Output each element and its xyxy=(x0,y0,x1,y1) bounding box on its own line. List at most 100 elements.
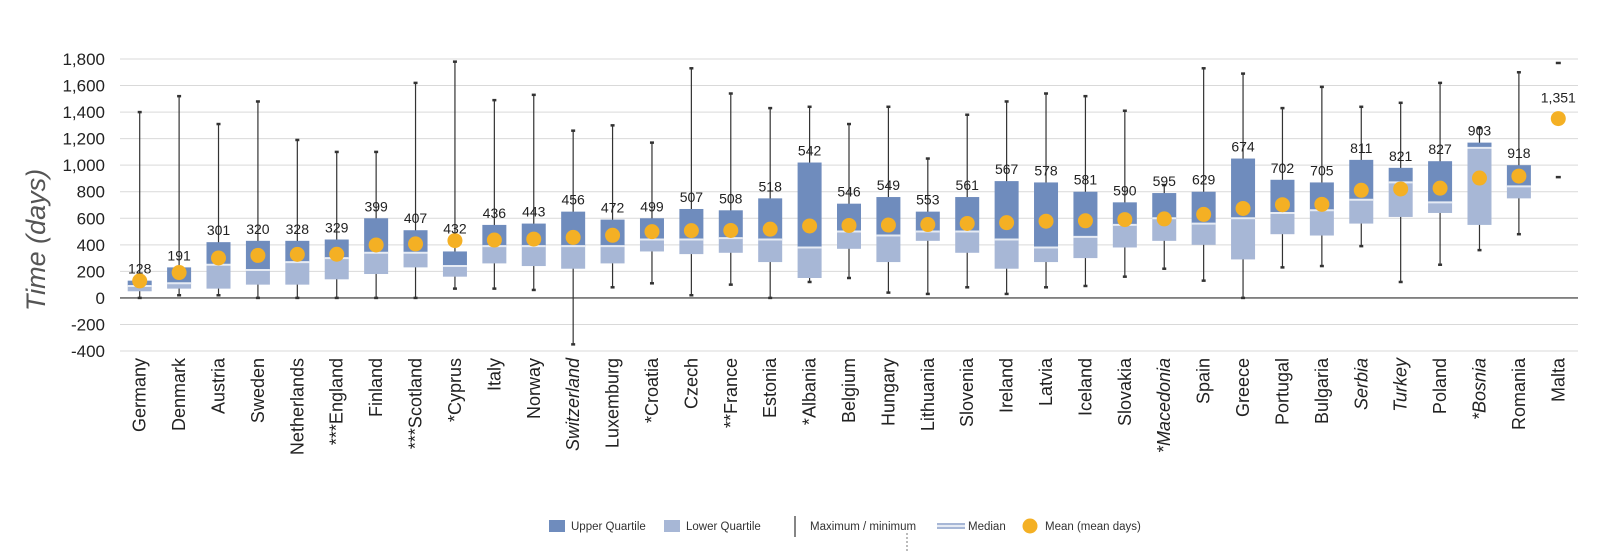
box-italy: 436 xyxy=(482,98,507,290)
category-label: Belgium xyxy=(839,358,859,423)
mean-value-label: 553 xyxy=(916,192,940,208)
box-spain: 629 xyxy=(1191,67,1216,282)
mean-value-label: 590 xyxy=(1113,182,1137,198)
lower-quartile-box xyxy=(364,252,389,275)
box-lithuania: 553 xyxy=(915,157,940,296)
lower-quartile-box xyxy=(206,264,231,289)
box-bulgaria: 705 xyxy=(1309,85,1334,268)
mean-marker xyxy=(762,221,778,237)
legend-lower-swatch xyxy=(664,520,680,532)
mean-value-label: 399 xyxy=(364,198,388,214)
box-malta: 1,351 xyxy=(1541,61,1576,179)
y-tick-label: -400 xyxy=(71,342,105,361)
mean-marker xyxy=(171,265,187,281)
category-label: Luxemburg xyxy=(603,358,623,448)
mean-value-label: 674 xyxy=(1231,139,1255,155)
box-serbia: 811 xyxy=(1349,105,1374,248)
box-iceland: 581 xyxy=(1073,94,1098,288)
mean-marker xyxy=(1314,196,1330,212)
category-label: Romania xyxy=(1509,357,1529,430)
mean-value-label: 320 xyxy=(246,221,270,237)
box-slovenia: 561 xyxy=(955,113,980,289)
lower-quartile-box xyxy=(1270,212,1295,235)
legend-median-label: Median xyxy=(968,521,1006,533)
mean-value-label: 472 xyxy=(601,200,625,216)
mean-marker xyxy=(683,223,699,239)
category-label: *Croatia xyxy=(642,357,662,423)
box-luxemburg: 472 xyxy=(600,124,625,289)
mean-value-label: 301 xyxy=(207,222,231,238)
mean-value-label: 561 xyxy=(956,177,980,193)
category-label: Slovakia xyxy=(1115,357,1135,426)
mean-value-label: 518 xyxy=(759,178,783,194)
mean-marker xyxy=(250,247,266,263)
mean-value-label: 595 xyxy=(1153,173,1177,189)
lower-quartile-box xyxy=(285,262,310,285)
box-cyprus: 432 xyxy=(442,60,467,290)
mean-marker xyxy=(841,217,857,233)
mean-value-label: 903 xyxy=(1468,123,1492,139)
y-axis-label: Time (days) xyxy=(21,169,51,311)
mean-marker xyxy=(368,237,384,253)
legend-lower-label: Lower Quartile xyxy=(686,521,761,533)
lower-quartile-box xyxy=(521,246,546,267)
category-label: Netherlands xyxy=(287,358,307,455)
category-label: ***Scotland xyxy=(406,358,426,449)
lower-quartile-box xyxy=(324,258,349,280)
mean-marker xyxy=(1235,200,1251,216)
mean-value-label: 581 xyxy=(1074,172,1098,188)
lower-quartile-box xyxy=(915,231,940,241)
mean-value-label: 567 xyxy=(995,161,1019,177)
box-ireland: 567 xyxy=(994,100,1019,296)
y-tick-label: 1,000 xyxy=(62,156,105,175)
box-norway: 443 xyxy=(521,93,546,292)
lower-quartile-box xyxy=(718,238,743,253)
y-tick-label: -200 xyxy=(71,315,105,334)
lower-quartile-box xyxy=(837,231,861,249)
lower-quartile-box xyxy=(679,239,704,255)
mean-value-label: 1,351 xyxy=(1541,90,1576,106)
box-portugal: 702 xyxy=(1270,106,1295,269)
mean-value-label: 432 xyxy=(443,221,467,237)
category-label: Serbia xyxy=(1351,358,1371,410)
legend-mean-label: Mean (mean days) xyxy=(1045,521,1141,533)
category-label: Sweden xyxy=(248,358,268,423)
lower-quartile-box xyxy=(442,266,467,277)
box-greece: 674 xyxy=(1231,72,1256,300)
lower-quartile-box xyxy=(758,239,783,263)
lower-quartile-box xyxy=(1349,199,1374,224)
mean-marker xyxy=(1156,211,1172,227)
box-macedonia: 595 xyxy=(1152,173,1177,270)
box-denmark: 191 xyxy=(167,94,192,297)
legend-maxmin-label: Maximum / minimum xyxy=(810,521,916,533)
category-label: Slovenia xyxy=(957,357,977,427)
y-tick-label: 0 xyxy=(96,289,105,308)
mean-marker xyxy=(526,231,542,247)
mean-marker xyxy=(1432,180,1448,196)
box-sweden: 320 xyxy=(245,100,270,300)
category-label: Czech xyxy=(681,358,701,409)
mean-value-label: 578 xyxy=(1034,162,1058,178)
mean-marker xyxy=(959,215,975,231)
category-label: Bulgaria xyxy=(1312,357,1332,424)
category-labels: Germany Denmark Austria Sweden Netherlands **… xyxy=(130,357,1569,455)
lower-quartile-box xyxy=(167,283,192,289)
mean-marker xyxy=(1353,182,1369,198)
mean-marker xyxy=(1274,197,1290,213)
y-tick-label: 1,800 xyxy=(62,50,105,69)
mean-value-label: 128 xyxy=(128,261,152,277)
category-label: Malta xyxy=(1548,357,1568,402)
category-label: Ireland xyxy=(997,358,1017,413)
box-latvia: 578 xyxy=(1034,92,1059,289)
legend-mean-swatch xyxy=(1022,518,1038,534)
legend: Upper Quartile Lower Quartile Maximum / … xyxy=(549,516,1141,551)
mean-value-label: 629 xyxy=(1192,172,1216,188)
mean-marker xyxy=(211,250,227,266)
mean-marker xyxy=(1550,111,1566,127)
upper-quartile-box xyxy=(994,181,1019,240)
category-label: Poland xyxy=(1430,358,1450,414)
box-croatia: 499 xyxy=(639,141,664,285)
mean-marker xyxy=(1511,168,1527,184)
lower-quartile-box xyxy=(955,231,980,253)
